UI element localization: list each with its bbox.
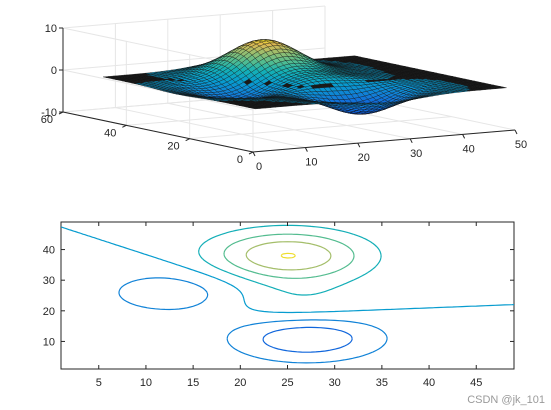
plot-area: [60, 221, 515, 370]
y-tick-label: 10: [43, 336, 55, 348]
grid-line: [167, 102, 358, 144]
x-tick-label: 45: [470, 377, 482, 389]
x-tick-label: 35: [376, 377, 388, 389]
x-tick-label: 30: [329, 377, 341, 389]
y-tick-label: 20: [43, 306, 55, 318]
y-tick-label: 40: [43, 245, 55, 257]
grid-line: [189, 116, 452, 140]
z-tick-label: -10: [41, 107, 57, 119]
surface-plot: 0 10 20 30 40 50 0 20 40 60-10 0 10: [41, 5, 527, 173]
contour-line: [118, 277, 388, 364]
x-tick-label: 15: [187, 377, 199, 389]
x-tick-label: 30: [410, 148, 422, 160]
z-tick-label: 10: [45, 23, 57, 35]
axis-line: [62, 111, 254, 153]
y-tick: [122, 124, 127, 128]
contour-line: [245, 241, 332, 271]
x-tick-label: 40: [423, 377, 435, 389]
y-tick: [248, 151, 254, 155]
y-tick-label: 60: [41, 114, 53, 126]
x-tick: [409, 138, 413, 144]
x-tick-label: 0: [256, 161, 262, 173]
x-tick: [462, 134, 466, 139]
x-tick-label: 10: [140, 377, 152, 389]
x-tick-label: 50: [515, 139, 527, 151]
surface-mesh: [103, 39, 507, 115]
y-tick: [185, 138, 190, 142]
contour-plot: 5 10 15 20 25 30 35 40 45 10 20 30 40: [43, 221, 515, 389]
y-tick-label: 0: [237, 154, 243, 166]
x-tick-label: 5: [96, 377, 102, 389]
x-tick: [514, 129, 518, 135]
z-tick-label: 0: [51, 65, 57, 77]
x-tick-label: 10: [305, 157, 317, 169]
y-tick-label: 40: [104, 127, 116, 139]
x-tick-label: 25: [281, 377, 293, 389]
contour-line: [61, 226, 514, 314]
x-tick-label: 20: [234, 377, 246, 389]
axis-line: [252, 129, 516, 153]
x-tick: [304, 147, 308, 152]
x-tick-label: 40: [462, 143, 474, 155]
watermark: CSDN @jk_101: [467, 394, 545, 406]
x-tick: [357, 142, 361, 148]
contour-line: [198, 224, 382, 296]
grid-line: [62, 5, 326, 29]
x-tick: [252, 151, 256, 157]
contour-line: [280, 252, 296, 259]
x-tick-label: 20: [358, 152, 370, 164]
y-tick-label: 20: [167, 141, 179, 153]
surface-patch: [498, 86, 507, 89]
contour-lines: [61, 224, 514, 364]
contour-line: [262, 326, 353, 353]
grid-line: [115, 107, 306, 149]
grid-line: [62, 69, 254, 111]
y-tick-label: 30: [43, 275, 55, 287]
contour-line: [223, 233, 355, 279]
